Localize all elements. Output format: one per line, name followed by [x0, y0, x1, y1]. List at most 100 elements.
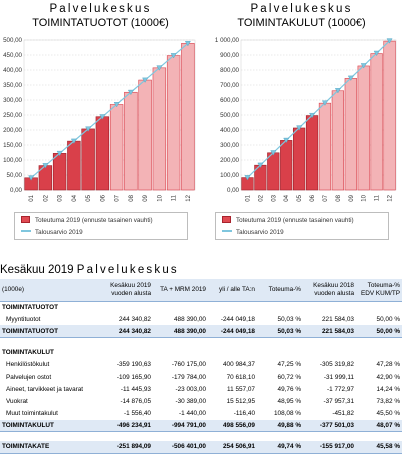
table-row: Palvelujen ostot -109 165,90 -179 784,00 70…: [0, 371, 402, 383]
x-tick-label: 01: [29, 194, 35, 201]
legend-item-budget: Talousarvio 2019: [222, 227, 284, 238]
financial-table: (1000e) Kesäkuu 2019 vuoden alusta TA + MR…: [0, 279, 402, 454]
x-tick-label: 05: [86, 194, 92, 201]
table-cell: [356, 338, 402, 347]
y-tick-label: 400,00: [220, 127, 239, 134]
column-header: Kesäkuu 2018 vuoden alusta: [303, 279, 356, 302]
legend-label-budget: Talousarvio 2019: [35, 229, 83, 236]
x-tick-label: 04: [284, 194, 290, 201]
budget-marker: [322, 100, 328, 106]
y-tick-label: 500,00: [220, 112, 239, 119]
budget-marker: [42, 163, 49, 169]
table-cell: -244 049,18: [208, 325, 257, 339]
column-header: Kesäkuu 2019 vuoden alusta: [98, 279, 153, 302]
x-tick-label: 08: [129, 194, 135, 201]
table-cell: -760 175,00: [171, 361, 206, 369]
row-label: Aineet, tarvikkeet ja tavarat: [6, 385, 84, 393]
table-row: TOIMINTATUOTOT 244 340,82 488 390,00 -244 0…: [0, 325, 402, 339]
column-header: Toteuma-%: [257, 279, 303, 302]
y-tick-label: 200,00: [220, 157, 239, 164]
budget-marker: [56, 150, 63, 157]
budget-marker: [257, 162, 264, 168]
chart-title: TOIMINTAKULUT (1000€): [237, 17, 366, 29]
legend-label-budget: Talousarvio 2019: [236, 229, 284, 236]
y-tick-label: 0,00: [10, 187, 23, 194]
report-title: Kesäkuu 2019 Palvelukeskus: [0, 263, 179, 277]
table-cell: -994 791,00: [153, 419, 208, 433]
table-cell: 244 340,82: [98, 325, 153, 339]
report-period: Kesäkuu 2019: [0, 264, 74, 276]
bar-actual: [95, 116, 110, 191]
table-cell: -244 049,18: [220, 315, 255, 323]
budget-marker: [99, 114, 106, 120]
table-cell: [356, 301, 402, 313]
bar-actual: [293, 127, 306, 191]
bar-actual: [52, 153, 67, 191]
report-unit: Palvelukeskus: [76, 264, 179, 276]
bar-forecast: [109, 104, 124, 191]
revenue-chart: Palvelukeskus TOIMINTATUOTOT (1000€) 0,0…: [0, 0, 201, 258]
table-header: (1000e) Kesäkuu 2019 vuoden alusta TA + MR…: [0, 279, 402, 302]
table-cell: [303, 301, 356, 313]
x-tick-label: 09: [143, 194, 149, 201]
table-cell: -23 003,00: [175, 385, 206, 393]
y-tick-label: 200,00: [3, 127, 22, 134]
table-cell: 45,58 %: [356, 440, 402, 454]
table-cell: -155 917,00: [303, 440, 356, 454]
y-tick-label: 400,00: [3, 67, 22, 74]
x-tick-label: 06: [310, 194, 316, 201]
row-label: Henkilöstökulut: [6, 361, 50, 369]
bar-forecast: [383, 40, 396, 191]
table-cell: 221 584,03: [322, 315, 354, 323]
x-tick-label: 04: [72, 194, 78, 201]
table-cell: -37 957,31: [323, 397, 354, 405]
y-tick-label: 150,00: [3, 142, 22, 149]
x-tick-label: 11: [375, 194, 381, 201]
table-cell: [303, 432, 356, 441]
x-tick-label: 02: [258, 194, 264, 201]
table-cell: [208, 301, 257, 313]
bar-forecast: [124, 91, 138, 191]
budget-marker: [373, 50, 380, 57]
table-row: [0, 432, 402, 441]
budget-marker: [347, 75, 354, 81]
chart-title: TOIMINTATUOTOT (1000€): [32, 17, 169, 29]
row-label: TOIMINTAKULUT: [2, 349, 54, 357]
column-header: Toteuma-% EDV KUM/TP: [356, 279, 402, 302]
table-cell: -359 190,63: [116, 361, 151, 369]
bar-forecast: [357, 65, 370, 191]
bar-forecast: [166, 55, 181, 191]
table-cell: [153, 432, 208, 441]
table-cell: -1 556,40: [123, 410, 151, 418]
table-cell: 48,07 %: [356, 419, 402, 433]
table-row: TOIMINTATUOTOT: [0, 301, 402, 313]
budget-marker: [334, 88, 341, 94]
table-cell: -1 772,97: [326, 385, 354, 393]
legend-line-swatch: [21, 230, 31, 232]
y-tick-label: 1 000,00: [215, 37, 240, 44]
table-cell: -506 401,00: [153, 440, 208, 454]
table-cell: 488 390,00: [153, 325, 208, 339]
budget-marker: [184, 41, 191, 47]
table-row: TOIMINTAKULUT -496 234,91 -994 791,00 498 5…: [0, 419, 402, 433]
table-cell: [208, 432, 257, 441]
legend-bar-swatch: [222, 216, 231, 223]
x-tick-label: 09: [349, 194, 355, 201]
table-cell: 50,03 %: [257, 325, 303, 339]
x-tick-label: 11: [172, 194, 178, 201]
y-tick-label: 800,00: [220, 67, 239, 74]
table-cell: 49,76 %: [277, 385, 301, 393]
legend-line-swatch: [222, 230, 232, 232]
table-cell: -179 784,00: [171, 373, 206, 381]
row-label: Palvelujen ostot: [6, 373, 52, 381]
table-cell: [257, 432, 303, 441]
budget-marker: [156, 65, 163, 71]
table-cell: 49,74 %: [257, 440, 303, 454]
table-row: Vuokrat -14 876,05 -30 389,00 15 512,95 48,9…: [0, 395, 402, 407]
row-label: TOIMINTATUOTOT: [2, 303, 58, 311]
y-tick-label: 450,00: [3, 52, 22, 59]
table-cell: -116,40: [233, 410, 255, 418]
bar-forecast: [152, 67, 167, 191]
x-tick-label: 12: [388, 194, 394, 201]
budget-marker: [85, 126, 92, 132]
